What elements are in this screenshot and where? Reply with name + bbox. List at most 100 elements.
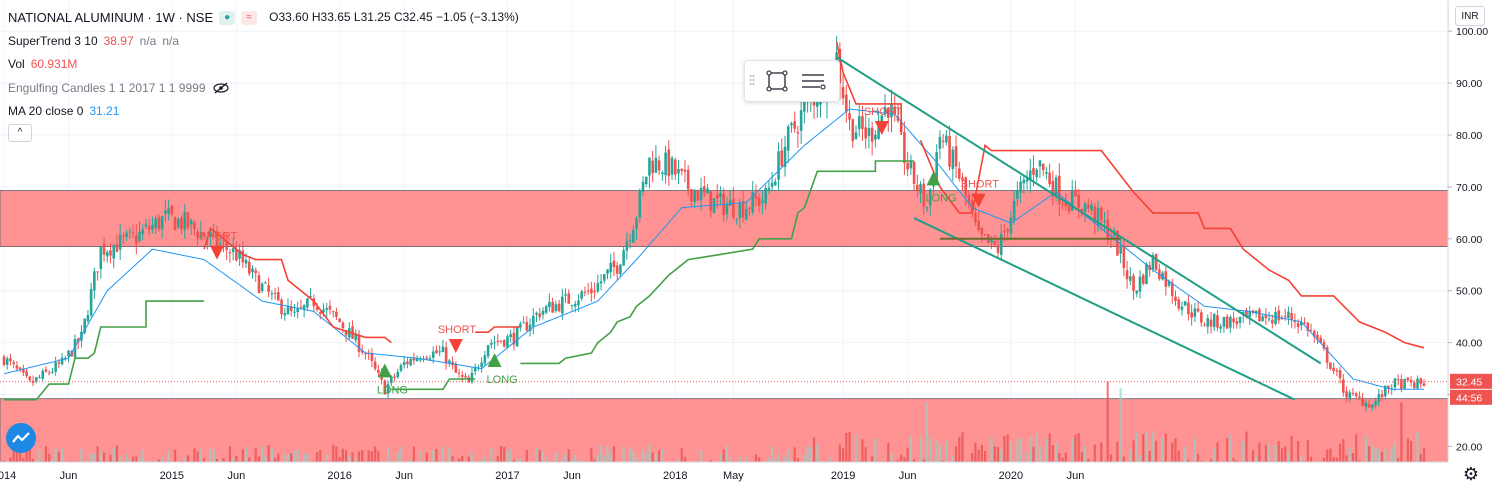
volume-bar [361,450,364,473]
y-tick-label: 40.00 [1456,338,1482,350]
volume-bar [538,450,541,473]
currency-label[interactable]: INR [1455,6,1485,26]
legend-supertrend[interactable]: SuperTrend 3 10 38.97 n/a n/a [8,30,519,54]
candle-body [767,187,771,191]
volume-bar [54,448,57,473]
candle-body [867,128,871,136]
volume-bar [199,449,202,473]
indicator-name: MA 20 close 0 [8,104,84,118]
tradingview-logo-icon[interactable] [6,423,36,453]
candle-body [1022,179,1026,184]
candle-body [260,283,264,292]
candle-body [183,211,187,230]
line-style-button[interactable] [795,63,831,99]
candle-body [1271,319,1274,324]
candle-body [180,217,183,230]
candle-body [1035,169,1039,177]
candle-body [1316,334,1319,340]
candle-body [1351,392,1355,394]
candle-body [238,250,241,259]
candle-body [1103,220,1106,222]
candle-body [774,181,777,186]
volume-bar [938,444,942,473]
candle-body [980,228,984,235]
candle-body [135,234,138,244]
hidden-eye-icon[interactable] [212,82,230,94]
candle-body [70,351,74,357]
volume-bar [1106,381,1109,473]
candle-body [338,318,341,322]
volume-bar [1326,449,1329,473]
candle-body [715,194,719,199]
drag-handle-icon[interactable] [745,63,759,99]
candle-body [496,340,500,342]
volume-bar [1171,442,1174,473]
candle-body [128,231,132,233]
candle-body [948,136,951,167]
volume-bar [212,449,215,473]
volume-bar [590,447,593,473]
x-tick-label: 2017 [495,470,519,482]
candle-body [86,315,90,321]
candle-body [519,323,522,328]
candle-body [1258,309,1261,322]
x-tick-label: Jun [395,470,413,482]
candle-body [557,303,561,312]
candle-body [483,355,487,364]
volume-bar [848,432,851,473]
volume-bar [448,448,451,473]
candle-body [1154,254,1158,270]
supertrend-value: 38.97 [103,33,134,48]
candle-body [151,224,154,230]
candle-body [612,260,616,268]
candle-body [632,229,635,243]
candle-body [1167,280,1171,286]
symbol-title[interactable]: NATIONAL ALUMINUM · 1W · NSE [8,10,214,25]
candle-body [848,113,851,120]
candle-body [699,187,703,201]
legend-engulfing[interactable]: Engulfing Candles 1 1 2017 1 1 9999 [8,77,519,101]
candle-body [609,262,613,273]
chevron-up-icon: ^ [8,123,32,142]
candle-body [654,157,658,173]
candle-body [1367,404,1371,408]
candle-body [602,274,606,281]
candle-body [693,191,696,202]
volume-bar [1368,446,1371,473]
short-signal-arrow [874,121,889,135]
candle-body [1290,312,1293,321]
rectangle-tool-button[interactable] [759,63,795,99]
candle-body [493,342,496,344]
legend-ma[interactable]: MA 20 close 0 31.21 [8,100,519,124]
volume-bar [1119,388,1122,473]
candle-body [1380,394,1384,398]
indicator-name: SuperTrend 3 10 [8,33,98,48]
candle-body [1371,404,1374,408]
candle-body [506,336,509,348]
volume-bar [864,446,867,473]
gear-icon[interactable]: ⚙ [1462,463,1480,484]
delay-icon[interactable]: ≈ [241,10,258,25]
volume-bar [990,437,993,473]
candle-body [486,345,490,357]
volume-bar [1116,441,1119,473]
candle-body [451,361,454,366]
candle-body [1383,385,1387,397]
candle-body [1061,204,1064,206]
volume-bar [648,444,651,473]
candle-body [619,264,622,275]
candle-body [783,146,787,168]
legend-collapse-button[interactable]: ^ [8,123,519,142]
candle-body [625,241,629,251]
volume-bar [1032,446,1035,473]
volume-bar [1054,443,1058,473]
volume-bar [906,447,909,473]
x-tick-label: 2016 [327,470,351,482]
candle-body [322,309,325,313]
volume-bar [1029,436,1032,473]
candle-body [606,269,609,274]
y-tick-label: 90.00 [1456,78,1482,90]
symbol-name: NATIONAL ALUMINUM [8,10,144,25]
legend-volume[interactable]: Vol 60.931M [8,53,519,77]
candle-body [1190,312,1193,318]
